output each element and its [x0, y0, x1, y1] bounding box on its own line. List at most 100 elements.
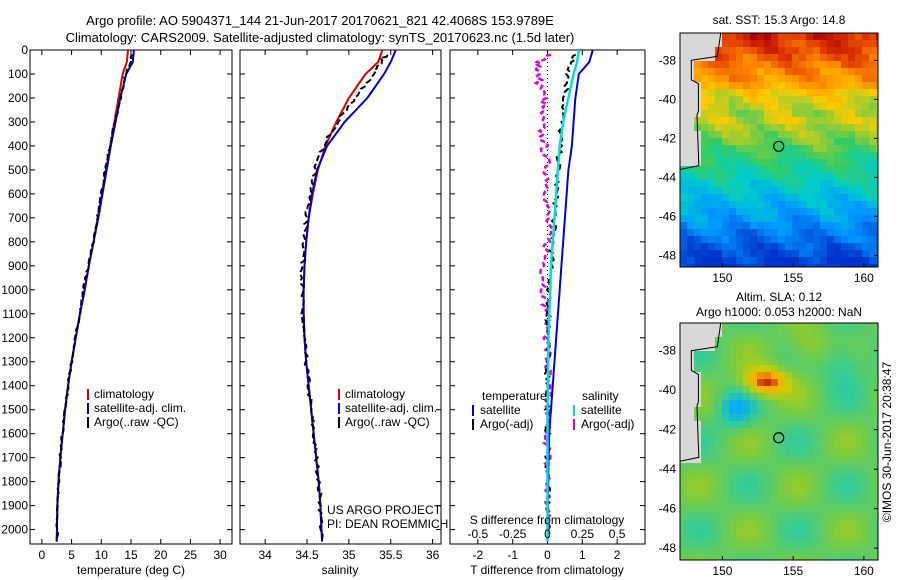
sla-map-cell — [841, 505, 848, 512]
sla-map-cell — [736, 526, 743, 533]
sla-map-cell — [757, 477, 764, 484]
sst-map-cell — [855, 68, 862, 75]
sst-map-cell — [757, 250, 764, 257]
sst-map-cell — [848, 61, 855, 68]
sst-map-cell — [869, 61, 876, 68]
sst-map-cell — [806, 152, 813, 159]
sst-map-cell — [876, 194, 878, 201]
sla-map-cell — [708, 484, 715, 491]
sla-map-cell — [806, 337, 813, 344]
sst-map-cell — [855, 208, 862, 215]
sla-map-cell — [855, 470, 862, 477]
sst-map-cell — [715, 173, 722, 180]
sla-map-cell — [813, 358, 820, 365]
sst-map-cell — [799, 215, 806, 222]
sst-map-cell — [729, 215, 736, 222]
sst-map-cell — [694, 215, 701, 222]
sst-map-cell — [792, 89, 799, 96]
sst-map-cell — [680, 236, 687, 243]
sla-map-cell — [764, 421, 771, 428]
sla-map-cell — [806, 330, 813, 337]
temperature-series-satellite-adj-clim- — [55, 49, 135, 542]
sst-map-cell — [708, 264, 715, 267]
sla-map-cell — [820, 512, 827, 519]
sst-map-cell — [869, 75, 876, 82]
sla-map-cell — [855, 477, 862, 484]
depth-tick-label: 1100 — [2, 307, 28, 321]
sst-map-cell — [855, 110, 862, 117]
sla-map-title-line2: Argo h1000: 0.053 h2000: NaN — [696, 305, 862, 319]
sst-map-cell — [806, 124, 813, 131]
sst-map-cell — [743, 159, 750, 166]
temperature-xtick-label: 20 — [154, 548, 168, 562]
sst-map-cell — [687, 257, 694, 264]
sst-map-cell — [785, 33, 792, 40]
sla-map-cell — [708, 365, 715, 372]
sst-map-cell — [764, 103, 771, 110]
sst-map-cell — [722, 236, 729, 243]
sla-map-cell — [778, 393, 785, 400]
sst-map-cell — [799, 68, 806, 75]
sst-map-title: sat. SST: 15.3 Argo: 14.8 — [713, 13, 846, 27]
sla-map-cell — [862, 407, 869, 414]
sla-map-cell — [862, 323, 869, 330]
sst-map-cell — [701, 229, 708, 236]
sla-map-frame — [679, 322, 879, 561]
sst-map-cell — [743, 187, 750, 194]
sst-map-cell — [771, 194, 778, 201]
sla-map-cell — [848, 330, 855, 337]
sla-map-cell — [764, 484, 771, 491]
sla-map-cell — [841, 337, 848, 344]
sst-map-cell — [834, 215, 841, 222]
sst-map-cell — [813, 75, 820, 82]
sst-map-cell — [750, 54, 757, 61]
sla-map-cell — [715, 498, 722, 505]
sla-map-xtick-label: 160 — [854, 564, 874, 578]
sla-map-cell — [792, 512, 799, 519]
sla-map-cell — [743, 344, 750, 351]
sla-map-cell — [701, 344, 708, 351]
sst-map-cell — [687, 103, 694, 110]
sst-map-cell — [785, 117, 792, 124]
sst-map-cell — [694, 187, 701, 194]
sst-map-cell — [820, 40, 827, 47]
sla-map-cell — [827, 540, 834, 547]
sla-map-cell — [785, 379, 792, 386]
depth-tick-label: 1200 — [1, 331, 28, 345]
sla-map-cell — [687, 323, 694, 330]
sla-map-cell — [785, 463, 792, 470]
sst-map-cell — [834, 166, 841, 173]
sla-map-cell — [736, 358, 743, 365]
sla-map-cell — [827, 449, 834, 456]
sst-map-cell — [785, 54, 792, 61]
sst-map-cell — [862, 208, 869, 215]
sla-map-cell — [680, 435, 687, 442]
sst-map-cell — [694, 40, 701, 47]
sla-map-cell — [792, 428, 799, 435]
sla-map-cell — [708, 393, 715, 400]
sst-map-cell — [764, 250, 771, 257]
sla-map-cell — [862, 456, 869, 463]
sst-map-cell — [848, 257, 855, 264]
sst-map-cell — [729, 68, 736, 75]
sla-map-cell — [827, 379, 834, 386]
sla-map-cell — [876, 414, 878, 421]
sla-map-cell — [855, 379, 862, 386]
sst-map-cell — [750, 187, 757, 194]
sla-map-cell — [736, 456, 743, 463]
sst-map-cell — [701, 173, 708, 180]
sla-map-cell — [827, 323, 834, 330]
sst-map-cell — [806, 54, 813, 61]
sst-map-cell — [876, 103, 878, 110]
sst-map-cell — [743, 103, 750, 110]
sst-map-cell — [869, 166, 876, 173]
sla-map-cell — [862, 463, 869, 470]
sla-map-cell — [694, 533, 701, 540]
sla-map-cell — [701, 330, 708, 337]
sst-map-cell — [750, 229, 757, 236]
sla-map-cell — [855, 407, 862, 414]
sla-map-cell — [841, 519, 848, 526]
sst-map-cell — [757, 117, 764, 124]
sla-map-cell — [701, 407, 708, 414]
sla-map-cell — [841, 547, 848, 554]
